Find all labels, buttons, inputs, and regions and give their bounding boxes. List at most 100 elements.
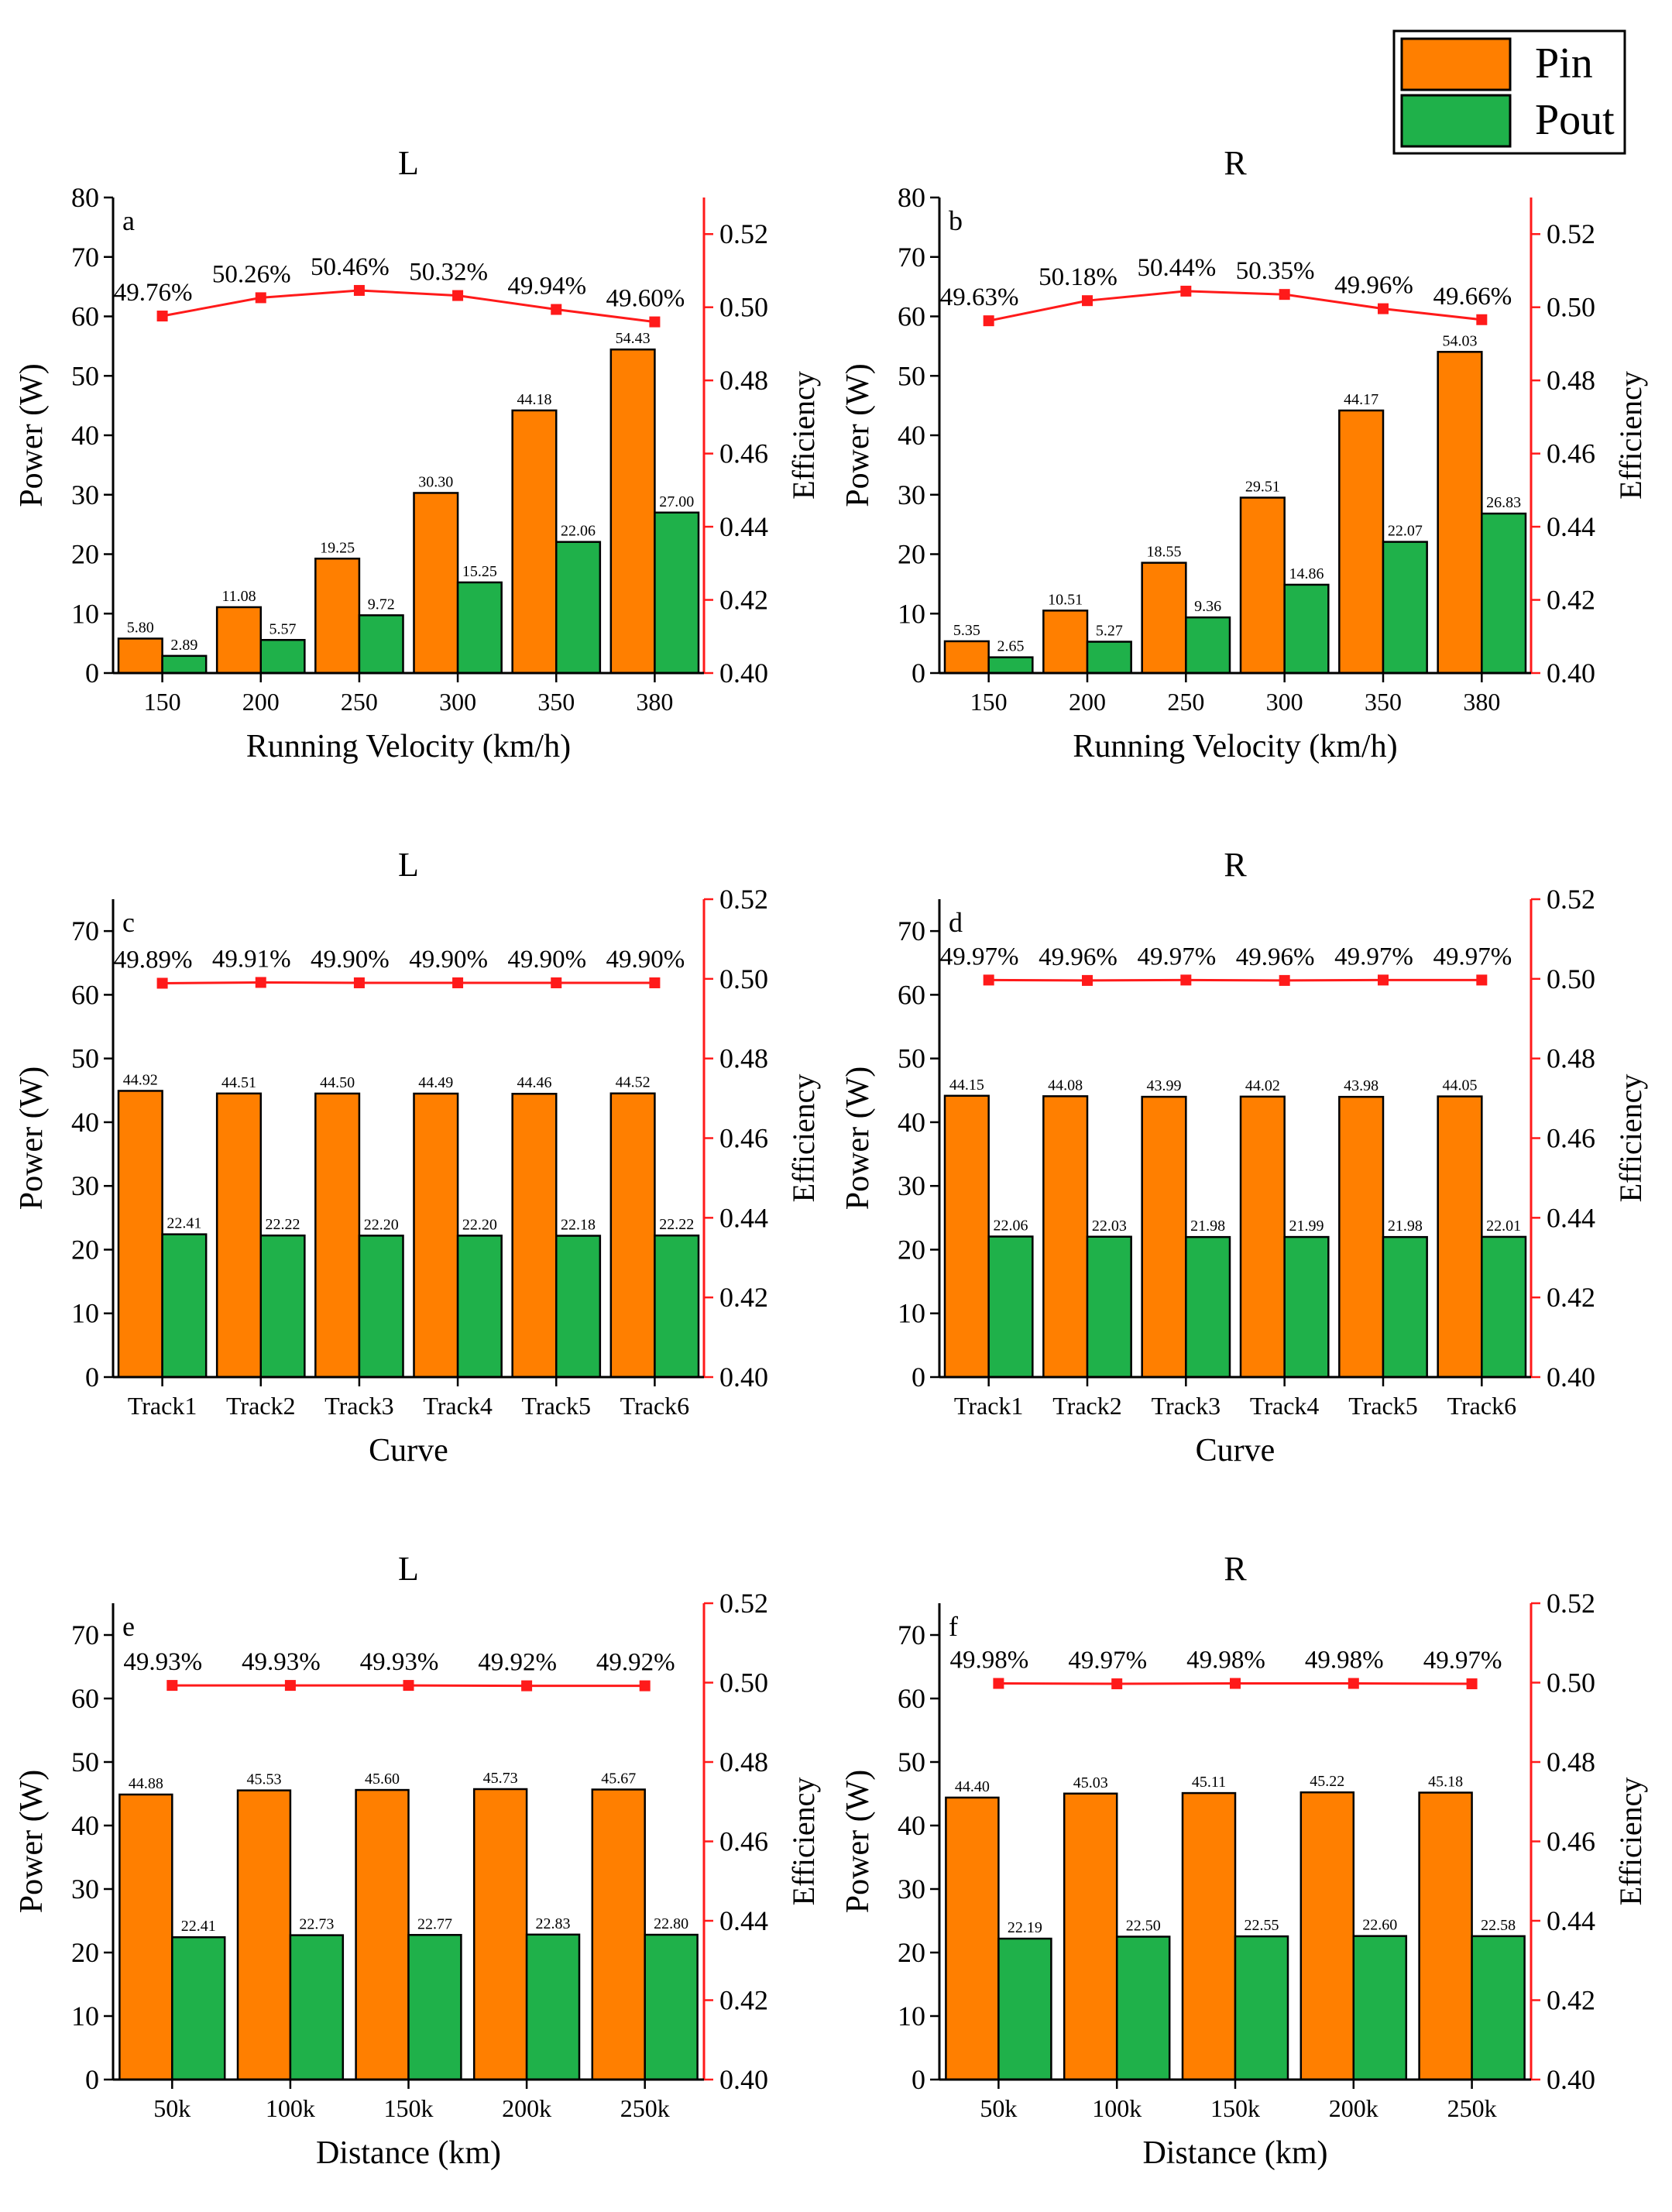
efficiency-marker-1 [1082, 974, 1093, 986]
bar-label-pin-2: 18.55 [1147, 544, 1182, 561]
bar-pout-1 [289, 1934, 345, 2081]
bar-pin-2 [1181, 1791, 1237, 2081]
efficiency-label-3: 49.90% [409, 946, 488, 974]
y-tick-label: 70 [898, 1620, 925, 1650]
bar-label-pin-0: 44.40 [955, 1778, 990, 1795]
efficiency-line [988, 978, 1482, 982]
panel-title: R [1224, 846, 1247, 884]
bar-label-pin-0: 44.88 [129, 1775, 163, 1792]
bar-pout-0 [987, 656, 1034, 675]
y2-axis-label: Efficiency [786, 371, 821, 500]
efficiency-label-3: 49.92% [478, 1649, 557, 1677]
bar-pin-3 [413, 492, 459, 675]
y2-tick-label: 0.52 [719, 218, 768, 249]
panel-b: Rb5.352.6515010.515.2720018.559.3625029.… [840, 144, 1648, 764]
bar-pin-1 [1042, 610, 1089, 675]
bar-label-pin-4: 44.18 [517, 391, 551, 408]
efficiency-label-2: 50.44% [1137, 254, 1216, 282]
panel-e: Le 44.88 22.41 50k 45.53 22.73 100k 45.60 22.77 1… [14, 1550, 821, 2171]
bar-pin-5 [609, 348, 656, 675]
efficiency-marker-0 [156, 311, 168, 322]
bar-pin-3 [1239, 496, 1286, 675]
bar-pout-4 [1382, 1235, 1428, 1379]
bar-label-pout-1: 22.03 [1092, 1218, 1127, 1235]
y-tick-label: 0 [912, 2064, 925, 2095]
x-tick-label: 200k [502, 2094, 551, 2122]
bar-label-pout-1: 22.22 [266, 1216, 300, 1233]
bar-label-pout-2: 22.55 [1244, 1917, 1279, 1934]
efficiency-marker-1 [1111, 1678, 1123, 1690]
x-tick-label: 150 [970, 688, 1008, 716]
y-tick-label: 50 [71, 1747, 99, 1778]
y-tick-label: 80 [71, 182, 99, 213]
y-tick-label: 70 [898, 242, 925, 273]
y-tick-label: 20 [898, 539, 925, 570]
efficiency-marker-2 [1180, 974, 1192, 986]
efficiency-marker-1 [1082, 295, 1093, 307]
y2-tick-label: 0.46 [719, 1123, 768, 1154]
panel-a: La5.802.8915011.085.5720019.259.7225030.… [14, 144, 821, 764]
bar-pin-2 [314, 1092, 361, 1379]
bar-pout-2 [1185, 1235, 1231, 1379]
y2-tick-label: 0.44 [719, 1202, 768, 1233]
efficiency-marker-2 [353, 284, 365, 296]
bar-label-pin-1: 44.51 [221, 1074, 256, 1091]
bar-label-pout-0: 2.65 [997, 638, 1024, 655]
y2-tick-label: 0.46 [1547, 438, 1595, 469]
bar-label-pin-3: 44.49 [418, 1074, 453, 1091]
y2-tick-label: 0.44 [719, 511, 768, 542]
efficiency-label-4: 49.90% [507, 946, 586, 974]
x-tick-label: 250 [341, 688, 378, 716]
bar-label-pin-0: 44.92 [123, 1071, 158, 1088]
efficiency-marker-4 [639, 1680, 651, 1692]
bar-label-pout-0: 22.06 [993, 1218, 1028, 1235]
y-tick-label: 30 [71, 1874, 99, 1905]
efficiency-marker-3 [452, 977, 464, 988]
y2-tick-label: 0.50 [1547, 1668, 1595, 1698]
bar-pin-0 [118, 1793, 173, 2081]
efficiency-label-4: 49.94% [507, 273, 586, 301]
bar-pout-2 [358, 1235, 404, 1379]
efficiency-marker-3 [1348, 1678, 1359, 1689]
bar-pout-2 [1234, 1935, 1289, 2081]
y2-axis-label: Efficiency [1613, 1778, 1648, 1906]
bar-label-pout-0: 2.89 [170, 637, 197, 654]
legend-label-pin: Pin [1535, 40, 1593, 88]
efficiency-label-0: 49.76% [114, 279, 193, 307]
y2-tick-label: 0.50 [719, 292, 768, 323]
y2-tick-label: 0.48 [719, 1747, 768, 1778]
bar-pout-1 [259, 639, 306, 675]
x-tick-label: 250k [620, 2094, 670, 2122]
bar-pin-2 [1141, 1095, 1187, 1379]
y2-tick-label: 0.40 [719, 658, 768, 689]
panel-c: Lc 44.92 22.41 Track1 44.51 22.22 Track2 44.50 2… [14, 846, 821, 1468]
efficiency-marker-4 [551, 304, 562, 315]
y2-tick-label: 0.52 [1547, 884, 1595, 915]
y-tick-label: 10 [71, 2001, 99, 2032]
efficiency-marker-5 [649, 316, 661, 328]
bar-pin-4 [1338, 1095, 1385, 1379]
panel-title: L [398, 1550, 419, 1588]
y-tick-label: 40 [71, 1810, 99, 1841]
efficiency-marker-1 [284, 1680, 296, 1692]
efficiency-marker-3 [452, 290, 464, 301]
bar-pin-0 [945, 1796, 1000, 2081]
y-tick-label: 0 [85, 658, 99, 689]
y-tick-label: 20 [71, 1234, 99, 1265]
y-tick-label: 10 [898, 1298, 925, 1329]
bar-label-pin-2: 43.99 [1147, 1077, 1182, 1094]
y2-tick-label: 0.44 [1547, 511, 1595, 542]
bar-pin-1 [1063, 1792, 1118, 2081]
bar-label-pout-3: 22.83 [536, 1915, 571, 1932]
efficiency-label-2: 49.97% [1137, 943, 1216, 970]
bar-label-pin-4: 43.98 [1344, 1077, 1378, 1094]
efficiency-marker-0 [156, 977, 168, 989]
x-tick-label: 100k [266, 2094, 315, 2122]
y2-tick-label: 0.46 [1547, 1826, 1595, 1857]
efficiency-marker-4 [1466, 1678, 1478, 1690]
efficiency-marker-0 [167, 1680, 178, 1692]
y2-axis-label: Efficiency [1613, 1074, 1648, 1203]
x-tick-label: Track1 [128, 1392, 197, 1420]
efficiency-label-4: 49.92% [596, 1649, 675, 1677]
bar-label-pout-5: 22.01 [1486, 1218, 1521, 1235]
